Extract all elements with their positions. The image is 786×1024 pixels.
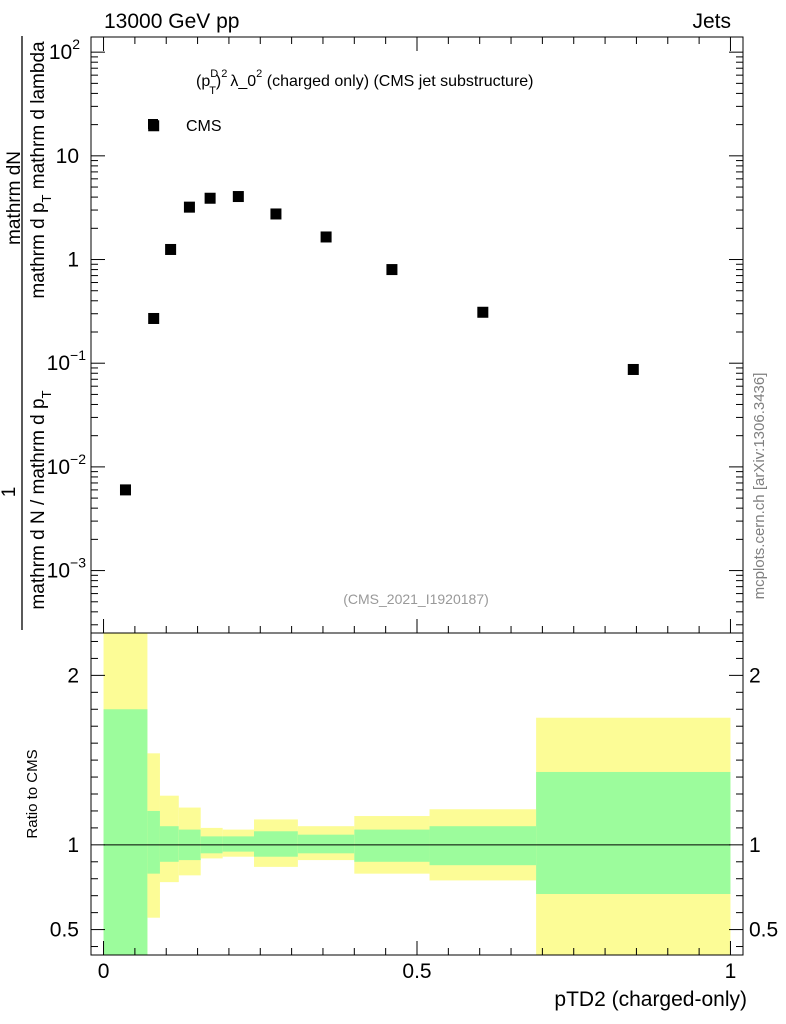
title-sup-d: D: [210, 68, 218, 80]
ylabel-lhs-num: 1: [0, 487, 20, 498]
title-sq2: 2: [256, 68, 262, 80]
main-y-tick-label: 1: [67, 249, 79, 272]
ratio-inner-band: [429, 826, 537, 866]
cms-data-point: [183, 201, 195, 213]
cms-data-point: [627, 363, 639, 375]
cms-data-point: [320, 231, 332, 243]
title-close: ): [216, 73, 221, 90]
main-y-tick-label: 10: [56, 145, 79, 168]
legend-marker: [148, 119, 158, 129]
ratio-axis-ticks: 0.5 0.5 1 1 2 2 0 0.5 1: [50, 640, 778, 983]
ratio-inner-band: [354, 829, 430, 862]
main-y-tick-label: 10−1: [47, 347, 87, 375]
ratio-y-tick-label-right: 1: [749, 834, 761, 857]
ratio-y-tick-label-left: 2: [67, 664, 79, 687]
main-y-tick-label: 10−3: [47, 555, 87, 583]
ratio-inner-band: [536, 771, 731, 894]
main-y-tick-label: 102: [49, 36, 80, 64]
ratio-y-tick-label-left: 1: [67, 834, 79, 857]
x-tick-label: 0: [98, 960, 110, 983]
ratio-inner-band: [159, 826, 179, 862]
cms-data-point: [477, 306, 489, 318]
plot-title: (pD T)2 λ_02 (charged only) (CMS jet subst…: [196, 68, 534, 97]
ratio-y-tick-label-left: 0.5: [50, 919, 79, 942]
ylabel-top: mathrm dN: [4, 151, 25, 245]
cms-data-point: [119, 484, 131, 496]
title-rest: (charged only) (CMS jet substructure): [262, 73, 533, 90]
cms-data-point: [232, 191, 244, 203]
main-y-tick-label: 10−2: [47, 451, 87, 479]
header-energy-label: 13000 GeV pp: [104, 10, 239, 33]
title-p: (p: [196, 73, 210, 90]
mcplots-side-label: mcplots.cern.ch [arXiv:1306.3436]: [751, 373, 768, 600]
ratio-inner-band: [103, 709, 148, 955]
ratio-bands: [103, 633, 731, 955]
legend-label: CMS: [186, 118, 222, 135]
x-tick-label: 0.5: [402, 960, 431, 983]
title-sub-t: T: [209, 85, 216, 97]
header-jets-label: Jets: [692, 10, 731, 33]
cms-data-point: [148, 312, 160, 324]
cms-data-point: [270, 208, 282, 220]
main-ylabel: 1 mathrm d N / mathrm d pT mathrm dN mat…: [0, 36, 54, 630]
ylabel-numerator: mathrm d pT mathrm d lambda: [28, 41, 54, 299]
title-lambda: λ_0: [230, 73, 256, 90]
main-data-markers: [119, 120, 639, 496]
ratio-inner-band: [222, 836, 254, 852]
ratio-inner-band: [147, 810, 160, 874]
ratio-inner-band: [254, 831, 298, 857]
cms-data-point: [204, 192, 216, 204]
ratio-ylabel: Ratio to CMS: [24, 749, 41, 838]
ratio-y-tick-label-right: 2: [749, 664, 761, 687]
analysis-annotation: (CMS_2021_I1920187): [343, 591, 489, 607]
x-tick-label: 1: [725, 960, 737, 983]
ratio-y-tick-label-right: 0.5: [749, 919, 778, 942]
cms-data-point: [386, 264, 398, 276]
cms-data-point: [165, 243, 177, 255]
x-axis-label: pTD2 (charged-only): [554, 988, 747, 1011]
ratio-inner-band: [297, 834, 355, 854]
title-sq: 2: [221, 68, 227, 80]
ratio-panel: 0.5 0.5 1 1 2 2 0 0.5 1 Ratio to CMS pTD2 (charg…: [24, 632, 778, 1011]
main-axis-ticks: 10−3 10−2 10−1 1 10 102: [47, 36, 743, 633]
ylabel-lhs-den: mathrm d N / mathrm d pT: [28, 390, 54, 609]
